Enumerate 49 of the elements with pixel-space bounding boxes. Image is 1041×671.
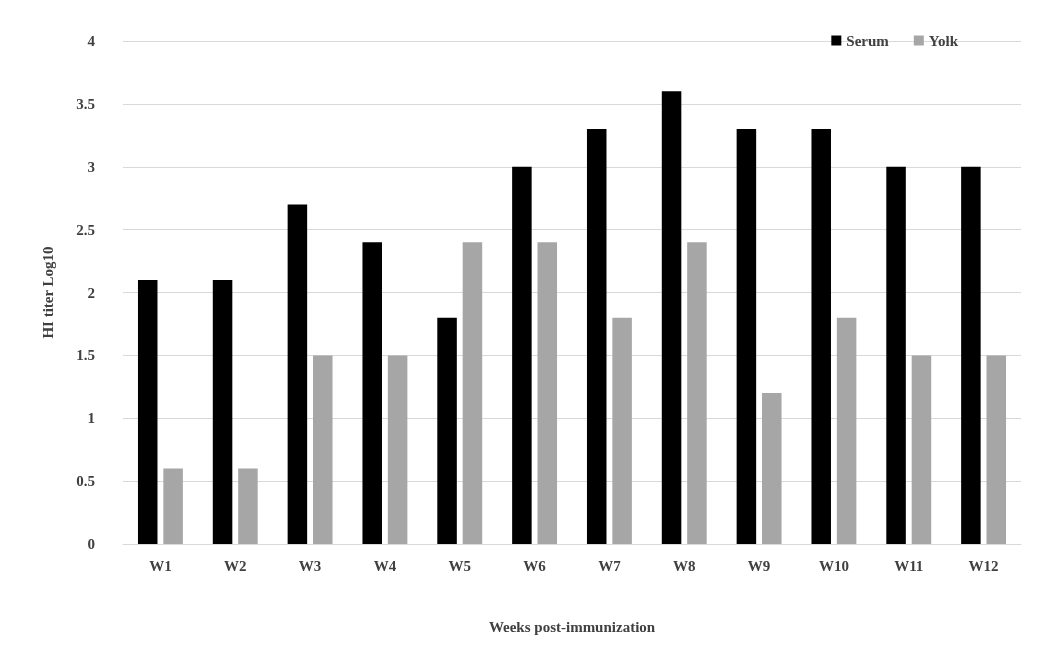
bar (313, 355, 333, 544)
y-tick-label: 3 (87, 158, 95, 175)
bar (137, 279, 158, 544)
bar (362, 242, 382, 544)
bar (537, 242, 558, 544)
bar (986, 355, 1007, 544)
bar (961, 166, 981, 544)
y-tick-label: 1 (87, 410, 95, 427)
bar (736, 129, 757, 544)
y-tick-label: 3.5 (76, 95, 95, 112)
y-tick-label: 4 (87, 33, 96, 49)
bar (238, 468, 258, 544)
x-tick-label: W12 (968, 557, 999, 574)
bar (387, 355, 408, 544)
x-tick-label: W8 (673, 557, 696, 574)
bar (811, 129, 831, 544)
x-tick-label: W4 (373, 557, 397, 574)
x-tick-label: W1 (149, 557, 172, 574)
bar (612, 317, 632, 544)
x-tick-label: W5 (448, 557, 471, 574)
x-tick-label: W3 (298, 557, 322, 574)
x-tick-label: W11 (894, 557, 924, 574)
bar (462, 242, 483, 544)
bar (762, 393, 782, 544)
y-tick-label: 1.5 (76, 347, 95, 364)
x-tick-label: W6 (523, 557, 547, 574)
bar (886, 166, 906, 544)
y-axis-title: HI titer Log10 (39, 246, 56, 339)
bar (661, 91, 682, 544)
x-tick-label: W7 (598, 557, 622, 574)
bar (163, 468, 183, 544)
x-tick-label: W9 (747, 557, 771, 574)
legend-label: Serum (846, 32, 890, 49)
y-tick-label: 2 (87, 284, 95, 301)
bar (437, 317, 457, 544)
y-tick-label: 0 (87, 536, 95, 552)
bar (212, 279, 233, 544)
x-axis-title: Weeks post-immunization (488, 618, 656, 635)
bar (586, 129, 607, 544)
bar (287, 204, 308, 544)
legend-label: Yolk (928, 32, 959, 49)
x-tick-label: W10 (818, 557, 849, 574)
x-tick-label: W2 (224, 557, 247, 574)
bar (836, 317, 857, 544)
bar (512, 166, 532, 544)
bar (911, 355, 932, 544)
y-tick-label: 2.5 (76, 221, 95, 238)
bar (687, 242, 707, 544)
y-tick-label: 0.5 (76, 473, 95, 490)
